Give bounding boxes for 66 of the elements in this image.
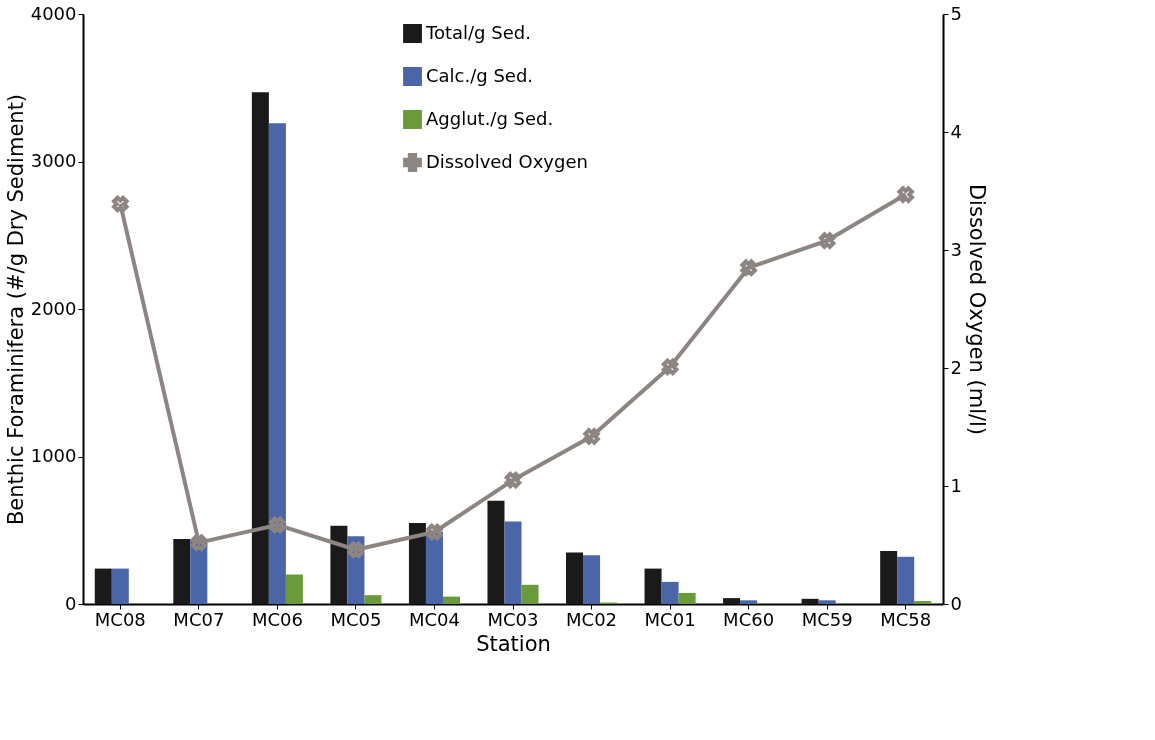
x-tick-label: MC58	[880, 608, 932, 630]
x-tick-label: MC01	[644, 608, 696, 630]
bar	[408, 522, 426, 604]
y2-tick-label: 3	[950, 238, 962, 260]
bar	[880, 550, 898, 604]
bar	[425, 531, 443, 604]
point	[426, 523, 443, 541]
y-tick-label: 0	[65, 592, 77, 614]
x-tick-label: MC05	[330, 608, 382, 630]
point	[504, 471, 522, 489]
legend-label: Calc./g Sed.	[426, 64, 534, 86]
x-tick-label: MC02	[566, 608, 618, 630]
bar	[583, 555, 601, 604]
y2-tick-label: 5	[950, 2, 962, 24]
point	[818, 232, 836, 249]
legend-label: Agglut./g Sed.	[426, 107, 554, 129]
bar	[566, 552, 584, 604]
x-tick-label: MC59	[801, 608, 853, 630]
y-tick-label: 1000	[30, 445, 77, 466]
y2-tick-label: 4	[950, 120, 962, 142]
bar	[801, 598, 819, 604]
point	[190, 534, 208, 551]
y2-tick-label: 2	[950, 356, 962, 378]
point	[112, 195, 129, 213]
legend-label: Dissolved Oxygen	[426, 150, 588, 172]
x-tick-label: MC07	[173, 608, 225, 630]
x-tick-label: MC04	[408, 608, 460, 630]
point	[269, 516, 286, 534]
y-tick-label: 3000	[30, 150, 77, 171]
bar	[111, 568, 129, 604]
bar	[364, 595, 382, 604]
x-axis-title: Station	[476, 631, 551, 656]
y-axis-title: Benthic Foraminifera (#/g Dry Sediment)	[3, 93, 28, 526]
bar	[94, 568, 112, 604]
point	[347, 541, 365, 558]
bar	[818, 600, 836, 604]
bar	[914, 601, 932, 604]
point	[740, 259, 757, 276]
bar	[442, 596, 460, 604]
x-tick-label: MC60	[723, 608, 775, 630]
point	[897, 186, 914, 203]
bar	[521, 584, 539, 604]
bar	[285, 574, 303, 604]
bar	[330, 525, 348, 604]
y-tick-label: 4000	[30, 2, 77, 24]
point	[583, 428, 600, 445]
x-tick-label: MC06	[251, 608, 303, 630]
y2-tick-label: 1	[950, 474, 962, 496]
x-tick-label: MC08	[94, 608, 146, 630]
bar	[504, 521, 522, 604]
bar	[740, 600, 758, 604]
bar	[678, 592, 696, 604]
y2-tick-label: 0	[950, 592, 962, 614]
bar	[268, 123, 286, 604]
bar	[173, 539, 191, 604]
x-tick-label: MC03	[487, 608, 539, 630]
bar	[644, 568, 662, 604]
bar	[251, 92, 269, 604]
bar	[897, 556, 915, 604]
point	[661, 358, 679, 376]
bar	[487, 500, 505, 604]
bar	[661, 581, 679, 604]
legend-label: Total/g Sed.	[425, 21, 531, 43]
bar	[723, 598, 741, 604]
y2-axis-title: Dissolved Oxygen (ml/l)	[964, 183, 989, 436]
y-tick-label: 2000	[30, 297, 77, 319]
